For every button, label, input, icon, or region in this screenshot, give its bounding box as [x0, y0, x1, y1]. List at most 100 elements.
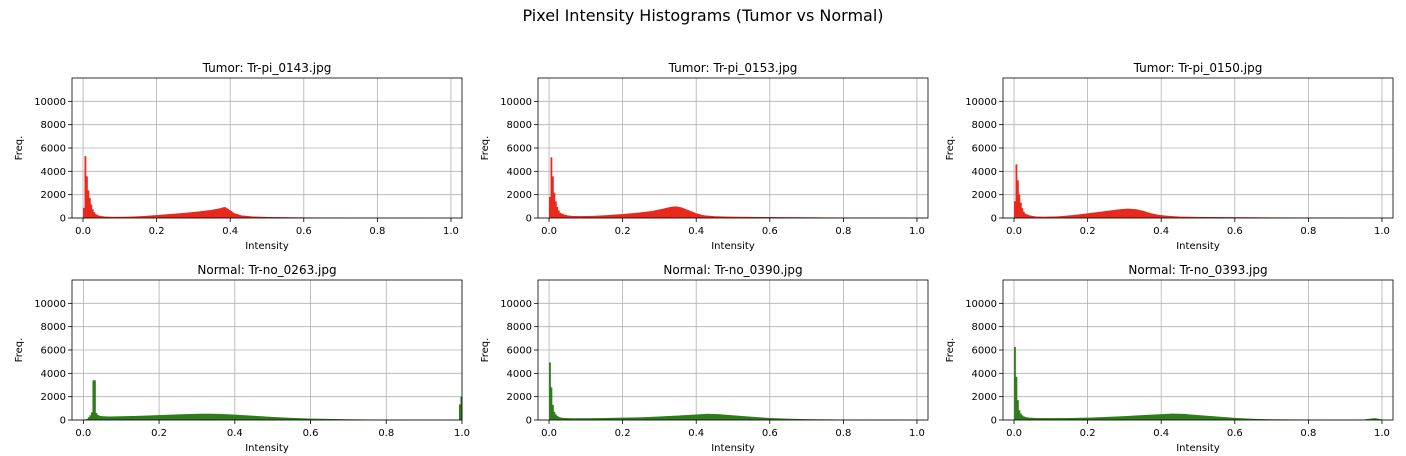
histogram-bar: [725, 216, 728, 218]
histogram-bar: [678, 415, 681, 420]
histogram-bar: [1086, 213, 1088, 218]
histogram-bar: [700, 214, 703, 218]
x-tick-label: 0.4: [227, 428, 243, 439]
histogram-bar: [718, 414, 721, 420]
histogram-bar: [230, 414, 233, 420]
x-tick-label: 0.4: [1153, 226, 1169, 237]
histogram-bar: [618, 214, 621, 218]
histogram-bar: [644, 417, 647, 420]
histogram-bar: [263, 416, 266, 420]
histogram-bar: [1077, 214, 1080, 218]
y-tick-label: 10000: [965, 299, 997, 310]
y-tick-label: 0: [991, 214, 997, 225]
histogram-bar: [774, 418, 777, 420]
histogram-bar: [213, 413, 216, 420]
histogram-bar: [1259, 419, 1262, 420]
histogram-bar: [1022, 416, 1025, 420]
histogram-bar: [304, 418, 307, 420]
histogram-bar: [178, 213, 181, 218]
histogram-bar: [787, 418, 790, 420]
histogram-bar: [168, 414, 171, 420]
histogram-bar: [666, 207, 669, 218]
histogram-bar: [244, 215, 247, 218]
histogram-bar: [1233, 217, 1236, 218]
histogram-bar: [1224, 417, 1227, 420]
histogram-bar: [1209, 416, 1212, 420]
histogram-bar: [588, 215, 591, 218]
histogram-bar: [1030, 215, 1033, 218]
y-tick-label: 4000: [972, 369, 997, 380]
histogram-bar: [1037, 216, 1040, 218]
y-tick-label: 6000: [507, 144, 532, 155]
histogram-bar: [1093, 417, 1096, 420]
histogram-bar: [150, 215, 153, 218]
histogram-bar: [584, 418, 587, 420]
histogram-bar: [563, 214, 566, 218]
histogram-bar: [115, 216, 118, 218]
histogram-bar: [1018, 194, 1021, 218]
histogram-bar: [331, 419, 334, 420]
histogram-bar: [724, 216, 726, 218]
histogram-bar: [225, 208, 228, 218]
histogram-bar: [747, 416, 750, 420]
x-tick-label: 0.4: [1153, 428, 1169, 439]
histogram-bar: [554, 201, 557, 218]
histogram-bar: [218, 413, 221, 420]
histogram-bar: [1099, 211, 1102, 218]
histogram-bar: [218, 208, 221, 218]
histogram-bar: [131, 415, 134, 420]
histogram-bar: [725, 414, 728, 420]
histogram-bar: [203, 210, 206, 218]
histogram-bar: [92, 380, 95, 420]
histogram-bar: [159, 214, 162, 218]
histogram-bar: [571, 215, 573, 218]
histogram-bar: [1142, 415, 1144, 420]
histogram-bar: [115, 416, 118, 420]
histogram-bar: [574, 418, 576, 420]
histogram-bar: [559, 417, 562, 420]
histogram-bar: [295, 418, 298, 420]
histogram-bar: [628, 213, 631, 218]
histogram-bar: [677, 206, 679, 218]
histogram-bar: [1014, 201, 1016, 218]
histogram-bar: [575, 418, 578, 420]
histogram-bar: [715, 216, 718, 218]
histogram-bar: [1016, 400, 1019, 420]
histogram-bar: [632, 213, 635, 218]
histogram-bar: [310, 418, 313, 420]
histogram-bar: [1030, 417, 1033, 420]
histogram-bar: [1102, 211, 1105, 218]
histogram-bar: [1212, 416, 1215, 420]
histogram-bar: [1047, 216, 1050, 218]
histogram-bar: [685, 415, 688, 420]
histogram-bar: [83, 207, 85, 218]
histogram-bar: [1261, 419, 1264, 420]
y-tick-label: 0: [60, 214, 66, 225]
histogram-bar: [144, 215, 147, 218]
histogram-bar: [1068, 418, 1071, 420]
histogram-bar: [110, 416, 113, 420]
histogram-bar: [139, 415, 142, 420]
histogram-bar: [1193, 216, 1196, 218]
y-tick-label: 8000: [41, 322, 66, 333]
x-tick-label: 0.4: [688, 226, 704, 237]
histogram-bar: [1215, 217, 1218, 218]
histogram-bar: [684, 208, 687, 218]
histogram-bar: [1146, 414, 1149, 420]
histogram-bar: [199, 413, 202, 420]
histogram-bar: [690, 211, 693, 218]
histogram-bar: [1120, 209, 1122, 218]
x-tick-label: 0.8: [835, 428, 851, 439]
histogram-bar: [758, 417, 760, 420]
histogram-bar: [746, 216, 749, 218]
histogram-bar: [184, 414, 187, 420]
histogram-bar: [1111, 416, 1113, 420]
histogram-bar: [799, 419, 802, 420]
y-tick-label: 8000: [507, 120, 532, 131]
y-tick-label: 8000: [507, 322, 532, 333]
histogram-bar: [557, 416, 560, 420]
histogram-bar: [699, 214, 701, 218]
histogram-bar: [1206, 217, 1209, 218]
histogram-bar: [1044, 418, 1047, 420]
histogram-bar: [759, 216, 762, 218]
